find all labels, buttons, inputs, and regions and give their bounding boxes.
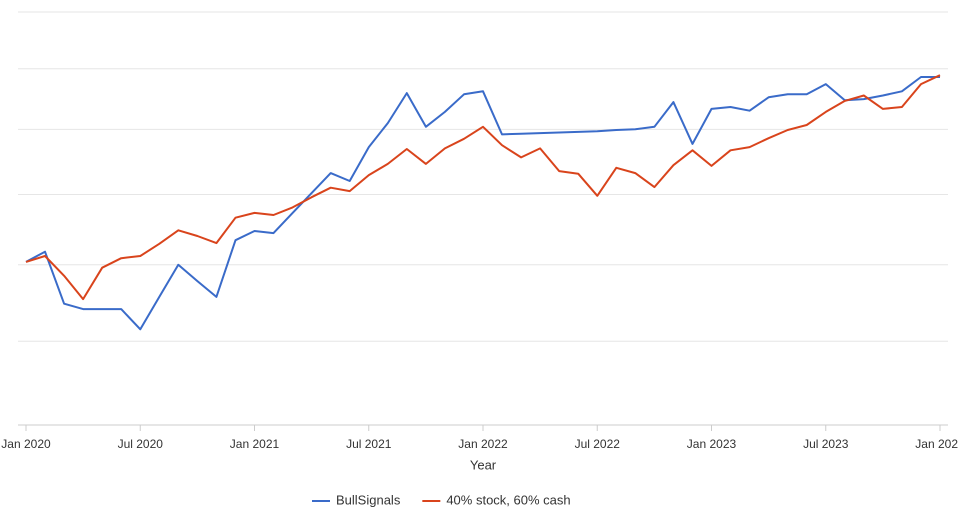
x-tick-label: Jan 2021 bbox=[230, 437, 280, 451]
x-tick-label: Jan 2024 bbox=[915, 437, 958, 451]
x-tick-label: Jul 2022 bbox=[575, 437, 621, 451]
series-line bbox=[25, 74, 941, 301]
legend-label: 40% stock, 60% cash bbox=[446, 492, 570, 507]
x-tick-label: Jan 2020 bbox=[1, 437, 51, 451]
legend-label: BullSignals bbox=[336, 492, 401, 507]
x-tick-label: Jan 2022 bbox=[458, 437, 508, 451]
series-line bbox=[25, 76, 940, 331]
x-tick-label: Jul 2021 bbox=[346, 437, 392, 451]
x-tick-label: Jul 2023 bbox=[803, 437, 849, 451]
x-tick-label: Jan 2023 bbox=[687, 437, 737, 451]
x-axis-title: Year bbox=[470, 457, 497, 472]
x-tick-label: Jul 2020 bbox=[118, 437, 164, 451]
